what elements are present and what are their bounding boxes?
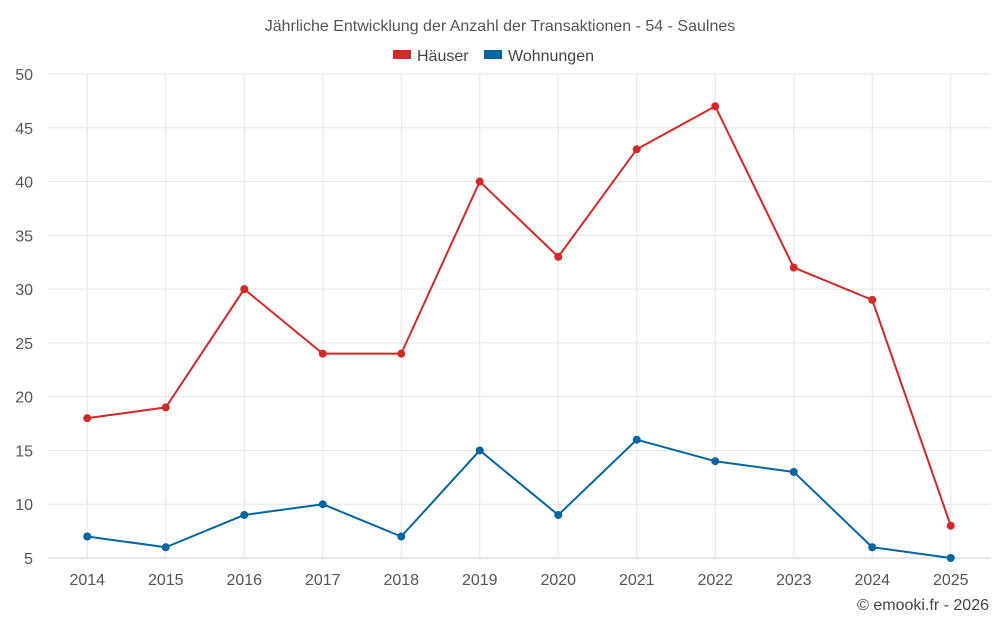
x-axis: 2014 2015 2016 2017 2018 2019 2020 2021 2022 2023… [48,557,990,589]
data-point-haeuser[interactable] [83,414,92,423]
y-tick-label: 30 [15,282,33,299]
x-tick-label: 2025 [933,572,969,589]
legend: Häuser Wohnungen [393,48,594,65]
data-point-haeuser[interactable] [868,295,877,304]
data-point-wohnungen[interactable] [946,554,955,562]
y-tick-label: 50 [15,67,33,84]
y-tick-label: 20 [15,390,33,407]
data-point-haeuser[interactable] [240,285,249,294]
data-point-wohnungen[interactable] [161,543,170,552]
credit: © emooki.fr - 2026 [857,597,989,614]
x-tick-label: 2016 [226,572,262,589]
data-point-haeuser[interactable] [632,145,641,154]
x-tick-label: 2021 [619,572,655,589]
y-tick-label: 10 [15,497,33,514]
data-point-wohnungen[interactable] [789,467,798,476]
data-point-haeuser[interactable] [789,263,798,272]
data-point-wohnungen[interactable] [318,500,327,509]
data-point-wohnungen[interactable] [83,532,92,541]
legend-label-haeuser[interactable]: Häuser [417,48,469,65]
chart-title: Jährliche Entwicklung der Anzahl der Tra… [265,18,735,35]
data-point-haeuser[interactable] [161,403,170,412]
x-tick-label: 2017 [305,572,341,589]
y-tick-label: 25 [15,336,33,353]
data-point-wohnungen[interactable] [240,510,249,519]
x-tick-label: 2015 [148,572,184,589]
data-point-wohnungen[interactable] [711,457,720,466]
y-tick-label: 35 [15,228,33,245]
data-point-wohnungen[interactable] [397,532,406,541]
y-tick-label: 15 [15,443,33,460]
data-point-haeuser[interactable] [554,252,563,261]
y-tick-label: 5 [24,551,33,568]
legend-label-wohnungen[interactable]: Wohnungen [508,48,594,65]
y-axis: 5 10 15 20 25 30 35 40 45 50 [15,67,33,568]
y-tick-label: 40 [15,175,33,192]
x-tick-label: 2022 [697,572,733,589]
data-point-wohnungen[interactable] [475,446,484,455]
data-point-haeuser[interactable] [711,102,720,111]
data-point-haeuser[interactable] [475,177,484,186]
data-point-haeuser[interactable] [946,521,955,530]
y-tick-label: 45 [15,121,33,138]
data-point-haeuser[interactable] [397,349,406,358]
legend-swatch-wohnungen [484,50,502,59]
data-point-wohnungen[interactable] [632,435,641,444]
data-point-wohnungen[interactable] [868,543,877,552]
x-tick-label: 2020 [540,572,576,589]
legend-swatch-haeuser [393,50,411,59]
x-tick-label: 2019 [462,572,498,589]
series-line-wohnungen [87,438,951,559]
x-tick-label: 2023 [776,572,812,589]
grid [48,73,990,559]
data-point-haeuser[interactable] [318,349,327,358]
series [83,102,955,562]
data-point-wohnungen[interactable] [554,510,563,519]
x-tick-label: 2014 [69,572,105,589]
x-tick-label: 2024 [854,572,890,589]
x-tick-label: 2018 [383,572,419,589]
series-line-haeuser [87,105,952,527]
